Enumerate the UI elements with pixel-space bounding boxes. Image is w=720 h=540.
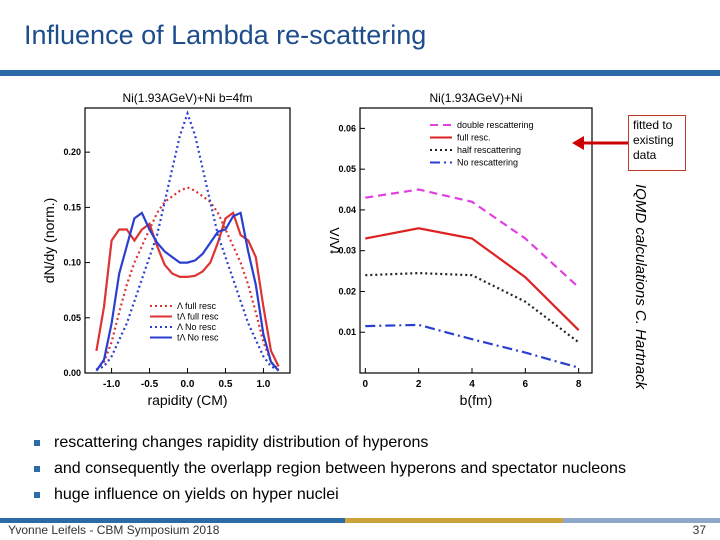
- chart-title: Ni(1.93AGeV)+Ni: [429, 91, 522, 105]
- bullet-item: huge influence on yields on hyper nuclei: [34, 482, 626, 508]
- legend-label: half rescattering: [457, 145, 521, 155]
- bullet-square-icon: [34, 492, 40, 498]
- series-line: [365, 271, 580, 344]
- x-tick-label: 1.0: [256, 379, 270, 390]
- bullet-text: rescattering changes rapidity distributi…: [54, 434, 429, 451]
- legend-label: tΛ full resc: [177, 312, 219, 322]
- x-tick-label: 2: [416, 379, 422, 390]
- series-line: [95, 211, 280, 367]
- bullet-square-icon: [34, 440, 40, 446]
- y-tick-label: 0.15: [63, 202, 81, 212]
- x-tick-label: -0.5: [141, 379, 159, 390]
- rapidity-chart: Ni(1.93AGeV)+Ni b=4fm -1.0 -0.5 0.0 0.5 1.0 0.…: [41, 91, 291, 408]
- legend-label: Λ No resc: [177, 322, 217, 332]
- series-line: [95, 110, 280, 371]
- bullet-list: rescattering changes rapidity distributi…: [34, 430, 626, 508]
- x-axis-label: rapidity (CM): [147, 392, 227, 408]
- ratio-chart: Ni(1.93AGeV)+Ni 0 2 4 6 8 0.01 0.02 0.03 0.04 0.05…: [330, 91, 593, 408]
- x-tick-label: 0: [363, 379, 369, 390]
- series-line: [365, 188, 580, 289]
- note-line-3: data: [633, 148, 657, 162]
- note-line-2: existing: [633, 133, 674, 147]
- y-tick-label: 0.04: [338, 205, 356, 215]
- series-line: [365, 227, 580, 331]
- y-tick-label: 0.02: [338, 286, 356, 296]
- legend-label: full resc.: [457, 133, 491, 143]
- bullet-square-icon: [34, 466, 40, 472]
- fitted-note-box: fitted to existing data: [628, 115, 686, 171]
- y-axis-label: dN/dy (norm.): [41, 198, 57, 284]
- bullet-text: and consequently the overlapp region bet…: [54, 460, 626, 477]
- x-tick-label: 0.5: [219, 379, 233, 390]
- x-tick-label: 0.0: [181, 379, 195, 390]
- y-tick-label: 0.10: [63, 258, 81, 268]
- series-line: [95, 211, 280, 372]
- x-tick-label: 8: [576, 379, 582, 390]
- footer-bar-segment: [345, 518, 563, 523]
- credit-text-vertical: IQMD calculations C. Hartnack: [632, 184, 649, 391]
- y-tick-label: 0.03: [338, 246, 356, 256]
- chart-title: Ni(1.93AGeV)+Ni b=4fm: [122, 91, 252, 105]
- footer-author: Yvonne Leifels - CBM Symposium 2018: [8, 523, 220, 537]
- y-axis-label: tΛ/Λ: [330, 227, 342, 254]
- series-line: [95, 186, 280, 371]
- x-axis-label: b(fm): [460, 392, 493, 408]
- y-tick-label: 0.05: [63, 313, 81, 323]
- legend-label: double rescattering: [457, 120, 534, 130]
- y-tick-label: 0.00: [63, 368, 81, 378]
- x-tick-label: -1.0: [103, 379, 121, 390]
- legend-label: tΛ No resc: [177, 333, 219, 343]
- series-line: [365, 323, 579, 369]
- legend-label: No rescattering: [457, 158, 518, 168]
- bullet-item: and consequently the overlapp region bet…: [34, 456, 626, 482]
- vertical-credit-text: IQMD calculations C. Hartnack: [632, 184, 649, 391]
- y-tick-label: 0.20: [63, 147, 81, 157]
- plot-frame: [359, 107, 593, 374]
- x-tick-label: 6: [523, 379, 529, 390]
- y-tick-label: 0.06: [338, 123, 356, 133]
- footer-bar-segment: [563, 518, 720, 523]
- title-underline-bar: [0, 70, 720, 76]
- y-tick-label: 0.05: [338, 164, 356, 174]
- bullet-item: rescattering changes rapidity distributi…: [34, 430, 626, 456]
- y-tick-label: 0.01: [338, 327, 356, 337]
- note-arrow: [572, 136, 628, 150]
- legend-label: Λ full resc: [177, 301, 217, 311]
- note-line-1: fitted to: [633, 118, 673, 132]
- x-tick-label: 4: [469, 379, 475, 390]
- footer-bar-segment: [0, 518, 345, 523]
- page-number: 37: [692, 523, 706, 537]
- bullet-text: huge influence on yields on hyper nuclei: [54, 486, 339, 503]
- slide-title: Influence of Lambda re-scattering: [24, 20, 427, 50]
